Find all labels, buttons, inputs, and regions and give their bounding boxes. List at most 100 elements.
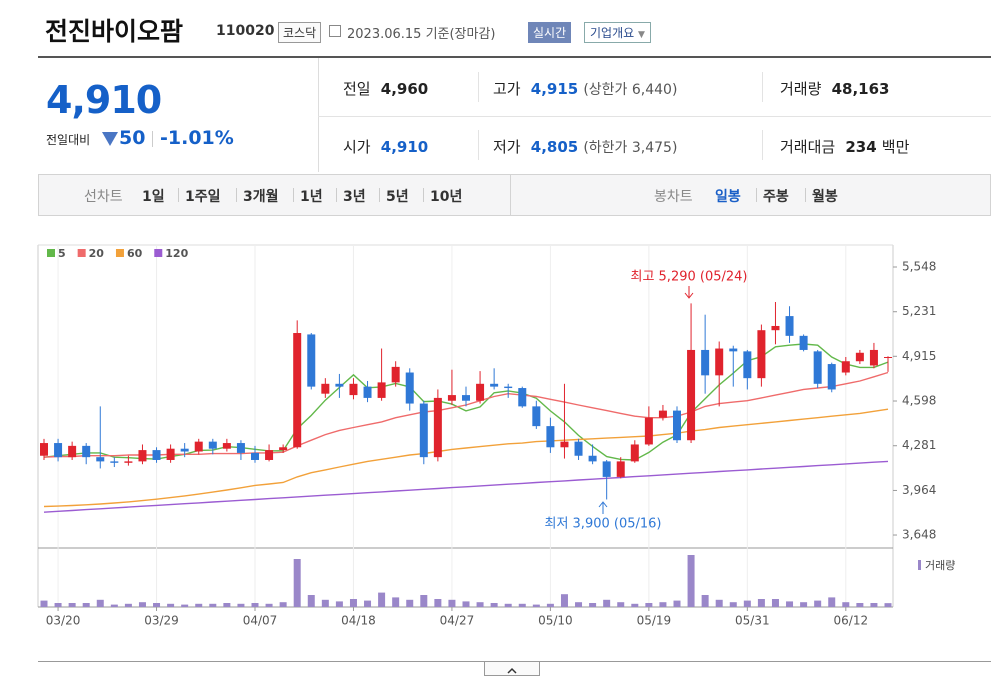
market-badge: 코스닥 <box>278 22 322 43</box>
volume-bar <box>82 603 90 607</box>
quote-item: 시가 4,910 <box>343 136 428 157</box>
candle-body <box>729 348 738 352</box>
volume-bar <box>124 603 132 607</box>
volume-bar <box>589 603 597 607</box>
volume-bar <box>96 599 104 607</box>
tab-divider <box>756 188 757 202</box>
volume-bar <box>518 603 526 607</box>
fold-button[interactable] <box>484 662 540 676</box>
volume-bar <box>504 603 512 607</box>
annotation: 최고 5,290 (05/24) <box>630 270 747 285</box>
candle-body <box>222 443 231 449</box>
realtime-button[interactable]: 실시간 <box>528 22 572 43</box>
candle-body <box>518 388 527 407</box>
volume-bar <box>68 603 76 607</box>
candle-body <box>180 448 189 452</box>
candle-body <box>68 445 77 458</box>
volume-bar <box>335 601 343 607</box>
candle-body <box>630 444 639 462</box>
tab[interactable]: 주봉 <box>763 189 789 205</box>
tab[interactable]: 일봉 <box>715 189 741 205</box>
y-tick-label: 3,964 <box>902 483 936 497</box>
tab-divider <box>336 188 337 202</box>
tab-divider <box>236 188 237 202</box>
volume-bar <box>673 600 681 607</box>
ma-line <box>43 460 889 513</box>
extra: (상한가 6,440) <box>583 82 678 98</box>
volume-bar <box>406 599 414 607</box>
candle-body <box>616 461 625 477</box>
label: 시가 <box>343 138 371 156</box>
volume-bar <box>856 603 864 607</box>
change: 50 <box>119 127 146 149</box>
volume-bar <box>828 597 836 607</box>
candle-body <box>96 457 105 462</box>
candle-body <box>743 351 752 379</box>
volume-bar <box>757 599 765 607</box>
candle-body <box>152 450 161 460</box>
volume-bar <box>870 603 878 607</box>
candle-body <box>307 334 316 387</box>
x-tick-label: 03/29 <box>144 614 179 628</box>
price-box <box>38 58 319 172</box>
tab[interactable]: 5년 <box>386 189 409 205</box>
volume-bar <box>631 603 639 607</box>
candle-body <box>785 316 794 336</box>
tab[interactable]: 3년 <box>343 189 366 205</box>
company-label[interactable]: 기업개요 <box>590 26 635 40</box>
tab-group-label: 봉차트 <box>654 189 693 205</box>
volume-bar <box>265 603 273 607</box>
volume-bar <box>659 602 667 607</box>
divider <box>38 56 991 58</box>
volume-bar <box>729 602 737 607</box>
separator <box>152 131 153 147</box>
tab[interactable]: 월봉 <box>812 189 838 205</box>
ma-line <box>43 408 889 508</box>
candle-body <box>279 447 288 451</box>
candle-body <box>855 352 864 362</box>
volume-bar <box>771 599 779 607</box>
legend-swatch <box>115 249 124 257</box>
volume-bar <box>195 603 203 607</box>
y-tick-label: 5,548 <box>902 260 936 274</box>
fold-icon[interactable] <box>485 664 539 677</box>
label: 고가 <box>493 80 521 98</box>
quote-item: 저가 4,805 (하한가 3,475) <box>493 136 677 157</box>
company-button[interactable]: 기업개요 ▼ <box>584 22 651 43</box>
candle-body <box>658 410 667 418</box>
tab-divider <box>379 188 380 202</box>
tab[interactable]: 3개월 <box>243 189 279 205</box>
tab[interactable]: 1주일 <box>185 189 221 205</box>
candle-body <box>771 325 780 331</box>
volume-bar <box>842 602 850 607</box>
candle-body <box>701 349 710 376</box>
stock-name: 전진바이오팜 <box>45 17 184 46</box>
x-tick-label: 04/07 <box>243 614 278 628</box>
volume-bar <box>476 602 484 607</box>
candle-body <box>124 461 133 463</box>
tab-bar <box>38 174 991 216</box>
volume-bar <box>546 603 554 607</box>
tab[interactable]: 1년 <box>300 189 323 205</box>
volume-bar <box>321 599 329 607</box>
tab[interactable]: 1일 <box>142 189 165 205</box>
volume-bar <box>448 599 456 607</box>
candle-body <box>335 383 344 387</box>
candle-body <box>419 403 428 458</box>
volume-bar <box>800 602 808 607</box>
volume-bar <box>279 602 287 607</box>
price: 4,910 <box>46 78 162 122</box>
candle-body <box>447 395 456 401</box>
candle-body <box>504 386 513 389</box>
legend-swatch <box>77 249 86 257</box>
x-tick-label: 05/19 <box>637 614 672 628</box>
tab-divider <box>805 188 806 202</box>
col-divider <box>762 72 763 102</box>
candle-body <box>251 452 259 460</box>
candle-body <box>194 441 203 452</box>
candle-body <box>405 372 414 404</box>
candle-body <box>363 386 372 398</box>
tab[interactable]: 10년 <box>430 189 463 205</box>
value: 234 <box>845 138 877 156</box>
